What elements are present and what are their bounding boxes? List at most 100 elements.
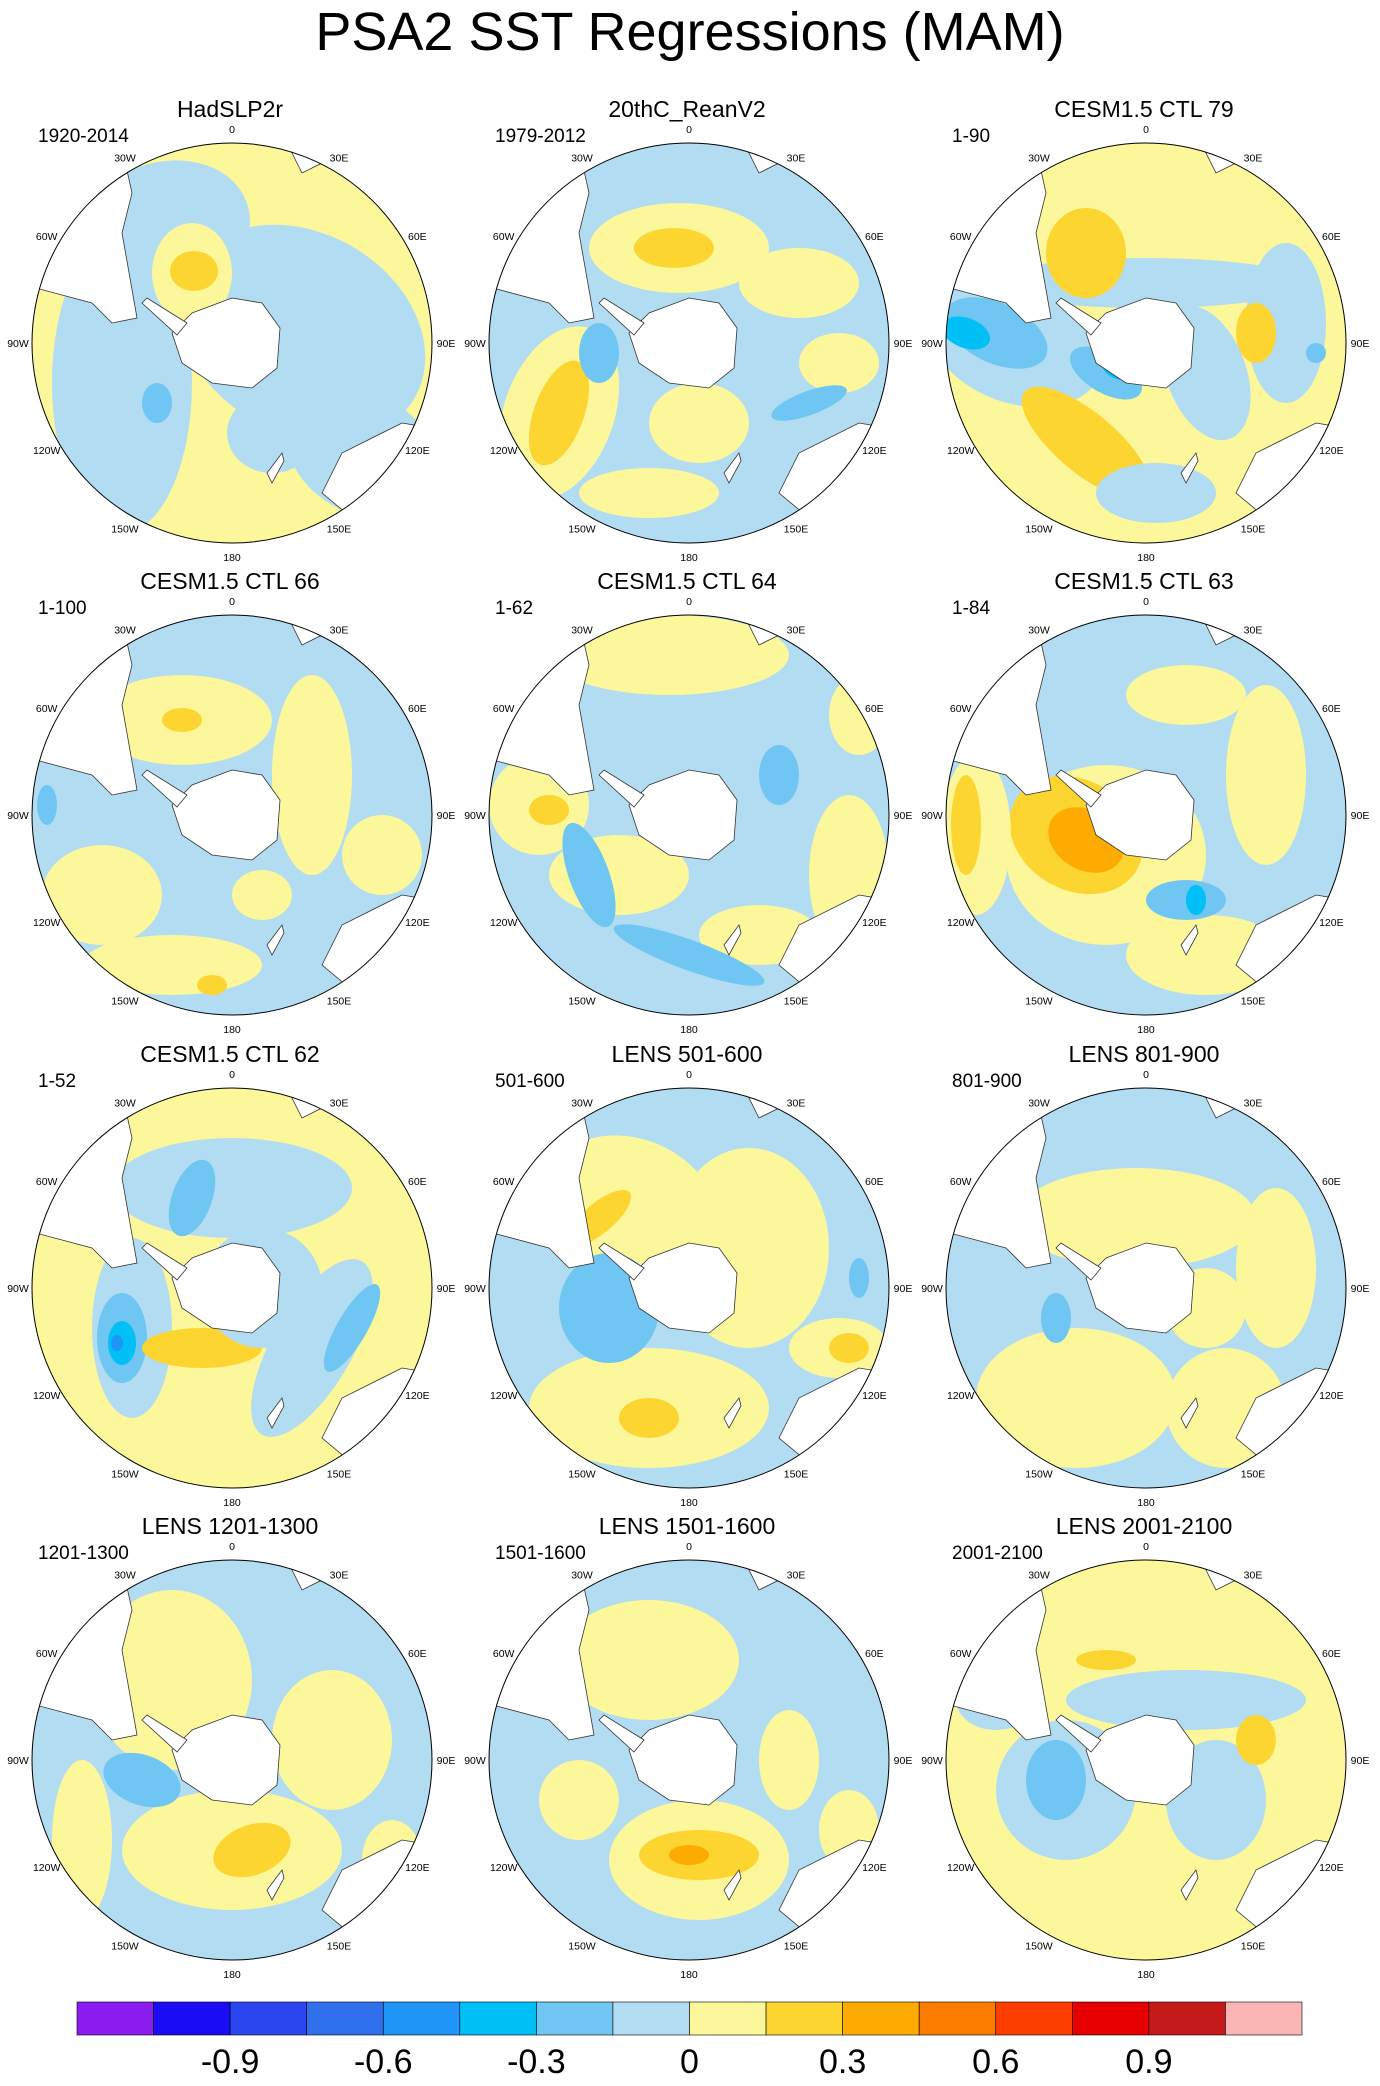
antarctic-peninsula-landmass [598, 769, 645, 808]
antarctic-peninsula-landmass [141, 297, 188, 336]
sst-anomaly-region [1041, 1293, 1071, 1343]
map-border [945, 1559, 1347, 1961]
longitude-label: 180 [223, 1969, 241, 1981]
longitude-label: 30W [571, 1098, 593, 1110]
sst-anomaly-region [232, 870, 292, 920]
antarctic-peninsula-landmass [1055, 297, 1102, 336]
sst-anomaly-region [170, 251, 218, 291]
longitude-label: 60W [950, 231, 972, 243]
longitude-label: 90E [1351, 338, 1370, 350]
sst-anomaly-region [1236, 1188, 1316, 1348]
longitude-label: 0 [1143, 124, 1149, 136]
map-border [488, 142, 890, 544]
map-panel: 0 30E 60E 90E 120E 150E 180 150W 120W 90W 60W 30W CE… [914, 567, 1374, 1037]
longitude-label: 60W [36, 231, 58, 243]
longitude-label: 120W [33, 445, 61, 457]
antarctica-landmass [628, 1714, 738, 1806]
longitude-label: 60E [1322, 703, 1341, 715]
polar-map: 0 30E 60E 90E 120E 150E 180 150W 120W 90W 60W 30W [464, 596, 913, 1036]
sst-anomaly-region [197, 975, 227, 995]
sst-anomaly-region [951, 775, 981, 875]
map-border [488, 1087, 890, 1489]
longitude-label: 120W [33, 917, 61, 929]
colorbar-swatch [306, 2001, 384, 2036]
longitude-label: 150W [111, 995, 139, 1007]
longitude-label: 0 [1143, 1541, 1149, 1553]
longitude-label: 120E [405, 1390, 430, 1402]
colorbar-tick-label: 0.6 [972, 2043, 1020, 2081]
colorbar-tick-label: 0 [680, 2043, 699, 2081]
map-panel: 0 30E 60E 90E 120E 150E 180 150W 120W 90W 60W 30W LE… [0, 1512, 460, 1982]
sst-anomaly-region [649, 383, 749, 463]
longitude-label: 0 [229, 124, 235, 136]
antarctica-landmass [171, 297, 281, 389]
map-panel: 0 30E 60E 90E 120E 150E 180 150W 120W 90W 60W 30W LE… [457, 1040, 917, 1510]
sst-anomaly-region [579, 468, 719, 518]
longitude-label: 30W [571, 625, 593, 637]
map-border [31, 142, 433, 544]
colorbar-swatch [612, 2001, 690, 2036]
new-zealand-landmass [1180, 452, 1199, 484]
longitude-label: 150E [327, 995, 352, 1007]
sst-anomaly-region [227, 393, 317, 473]
longitude-label: 90W [7, 810, 29, 822]
map-border [945, 614, 1347, 1016]
sst-anomaly-region [759, 1710, 819, 1810]
map-border [31, 1087, 433, 1489]
longitude-label: 120W [947, 445, 975, 457]
longitude-label: 120E [1319, 1862, 1344, 1874]
colorbar-swatch [536, 2001, 614, 2036]
polar-map: 0 30E 60E 90E 120E 150E 180 150W 120W 90W 60W 30W [464, 124, 912, 564]
longitude-label: 60E [865, 231, 884, 243]
longitude-label: 120W [33, 1390, 61, 1402]
sst-anomaly-region [1096, 463, 1216, 523]
longitude-label: 90E [437, 1283, 456, 1295]
longitude-label: 120W [947, 917, 975, 929]
sst-anomaly-region [52, 1760, 112, 1920]
panel-title: LENS 1501-1600 [598, 1513, 776, 1539]
longitude-label: 120W [490, 1390, 518, 1402]
longitude-label: 60E [1322, 231, 1341, 243]
longitude-label: 30W [1028, 1570, 1050, 1582]
longitude-label: 120E [405, 445, 430, 457]
new-zealand-landmass [723, 924, 742, 956]
sst-anomaly-region [1306, 343, 1326, 363]
polar-map: 0 30E 60E 90E 120E 150E 180 150W 120W 90W 60W 30W [921, 124, 1370, 564]
panel-title: LENS 501-600 [611, 1041, 763, 1067]
longitude-label: 90E [437, 1755, 456, 1767]
sst-anomaly-region [1069, 346, 1143, 400]
longitude-label: 180 [1137, 1497, 1155, 1509]
panel-title: CESM1.5 CTL 66 [140, 568, 320, 594]
sst-anomaly-region [142, 383, 172, 423]
longitude-label: 150W [568, 995, 596, 1007]
longitude-label: 90W [464, 1283, 486, 1295]
sst-anomaly-region [1236, 1715, 1276, 1765]
longitude-label: 60E [408, 703, 427, 715]
longitude-label: 180 [1137, 1969, 1155, 1981]
antarctic-peninsula-landmass [598, 1242, 645, 1281]
longitude-label: 0 [686, 596, 692, 608]
map-border [945, 142, 1347, 544]
longitude-label: 150E [1241, 1468, 1266, 1480]
longitude-label: 90W [921, 1283, 943, 1295]
longitude-label: 60E [865, 703, 884, 715]
antarctic-peninsula-landmass [598, 297, 645, 336]
longitude-label: 90E [894, 810, 913, 822]
antarctic-peninsula-landmass [141, 1714, 188, 1753]
longitude-label: 0 [686, 1541, 692, 1553]
panel-year-range: 1501-1600 [495, 1543, 586, 1564]
longitude-label: 180 [1137, 1024, 1155, 1036]
sst-anomaly-region [739, 248, 859, 318]
longitude-label: 90E [894, 1755, 913, 1767]
map-panel: 0 30E 60E 90E 120E 150E 180 150W 120W 90W 60W 30W LE… [914, 1512, 1374, 1982]
longitude-label: 120W [490, 1862, 518, 1874]
longitude-label: 150E [1241, 523, 1266, 535]
longitude-label: 30W [571, 153, 593, 165]
longitude-label: 180 [680, 1497, 698, 1509]
polar-map: 0 30E 60E 90E 120E 150E 180 150W 120W 90W 60W 30W [921, 596, 1369, 1036]
sst-anomaly-region [669, 1845, 709, 1865]
longitude-label: 60W [493, 1176, 515, 1188]
longitude-label: 30W [1028, 153, 1050, 165]
longitude-label: 150E [327, 523, 352, 535]
longitude-label: 90W [7, 1755, 29, 1767]
